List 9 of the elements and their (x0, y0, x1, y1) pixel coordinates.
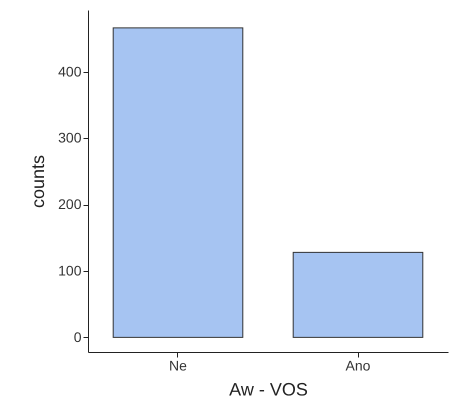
x-tick-label: Ano (346, 358, 371, 374)
y-tick-label: 0 (74, 328, 82, 345)
y-tick-label: 100 (58, 262, 82, 278)
y-tick-label: 300 (58, 130, 82, 146)
x-axis-title: Aw - VOS (229, 380, 308, 400)
y-tick-label: 400 (58, 63, 82, 80)
y-axis-title: counts (28, 154, 48, 208)
x-tick-label: Ne (169, 358, 188, 374)
y-tick-label: 200 (58, 196, 82, 212)
